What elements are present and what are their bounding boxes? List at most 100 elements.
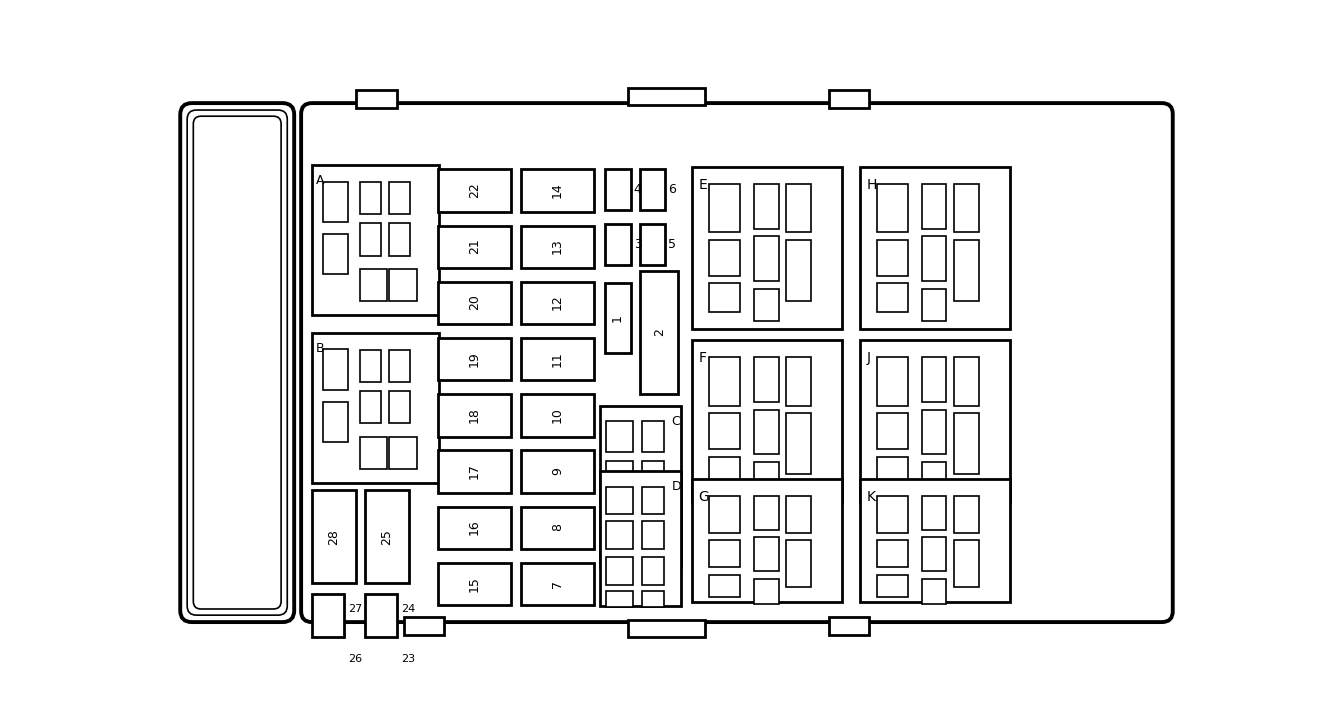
Bar [438,281,511,324]
Bar [312,490,356,583]
Bar [606,224,631,265]
Text: 21: 21 [468,238,480,254]
Text: 15: 15 [468,576,480,592]
Bar [521,394,594,437]
Bar [360,269,388,301]
Text: 11: 11 [552,351,564,367]
Text: 19: 19 [468,351,480,367]
Bar [360,391,381,424]
Bar [360,182,381,214]
Bar [877,240,908,276]
Bar [754,579,778,604]
Text: 27: 27 [348,604,363,614]
Bar [922,236,946,281]
Bar [521,507,594,549]
Text: H: H [867,178,877,192]
Bar [828,90,869,108]
Bar [754,496,778,530]
Bar [438,450,511,493]
Bar [877,414,908,449]
Bar [642,487,664,514]
Bar [786,184,811,233]
Bar [438,169,511,212]
Bar [640,169,665,210]
Bar [877,496,908,533]
Bar [606,557,632,585]
Bar [754,289,778,321]
Text: 6: 6 [668,183,676,196]
Bar [521,281,594,324]
Bar [389,437,417,469]
Bar [312,595,344,637]
Bar [389,223,410,256]
Bar [389,182,410,214]
Bar [356,90,397,108]
Bar [360,350,381,382]
Bar [312,645,344,686]
Text: 26: 26 [348,653,363,663]
Bar [438,225,511,268]
Bar [627,620,705,637]
Bar [922,537,946,572]
Bar [709,414,740,449]
Text: G: G [699,490,709,503]
FancyBboxPatch shape [187,110,287,615]
FancyBboxPatch shape [193,116,280,609]
Text: 25: 25 [380,528,393,544]
Bar [786,496,811,533]
Text: F: F [699,351,706,365]
Bar [606,505,632,536]
Bar [365,595,397,637]
Text: 22: 22 [468,182,480,198]
Bar [323,182,348,222]
Bar [709,284,740,312]
Bar [599,471,681,606]
Bar [786,240,811,301]
Text: 17: 17 [468,463,480,479]
Bar [640,271,679,394]
Bar [521,225,594,268]
Bar [360,223,381,256]
Bar [312,164,439,315]
Bar [323,350,348,390]
Bar [642,590,664,607]
Text: 1: 1 [611,314,624,322]
Text: A: A [316,174,324,187]
Text: J: J [867,351,871,365]
Bar [312,332,439,482]
Bar [954,240,979,301]
Text: 2: 2 [652,329,665,337]
Bar [786,541,811,587]
Bar [860,479,1011,602]
Bar [360,437,388,469]
Bar [606,284,631,353]
Bar [438,507,511,549]
Bar [709,575,740,597]
Text: 7: 7 [552,579,564,587]
Bar [642,505,664,536]
Bar [606,421,632,452]
Bar [692,479,843,602]
Bar [389,391,410,424]
Bar [599,406,681,567]
Bar [954,541,979,587]
Bar [521,338,594,381]
FancyBboxPatch shape [302,103,1172,622]
Bar [521,563,594,605]
Bar [954,357,979,406]
Text: 24: 24 [401,604,415,614]
Bar [606,461,632,492]
Bar [754,537,778,572]
Bar [709,496,740,533]
Bar [754,184,778,228]
Bar [786,357,811,406]
Bar [922,289,946,321]
Bar [877,357,908,406]
Bar [922,357,946,402]
Bar [438,394,511,437]
Text: K: K [867,490,876,503]
Text: 12: 12 [552,294,564,310]
Text: 10: 10 [552,407,564,423]
Text: 23: 23 [401,653,415,663]
Bar [642,421,664,452]
